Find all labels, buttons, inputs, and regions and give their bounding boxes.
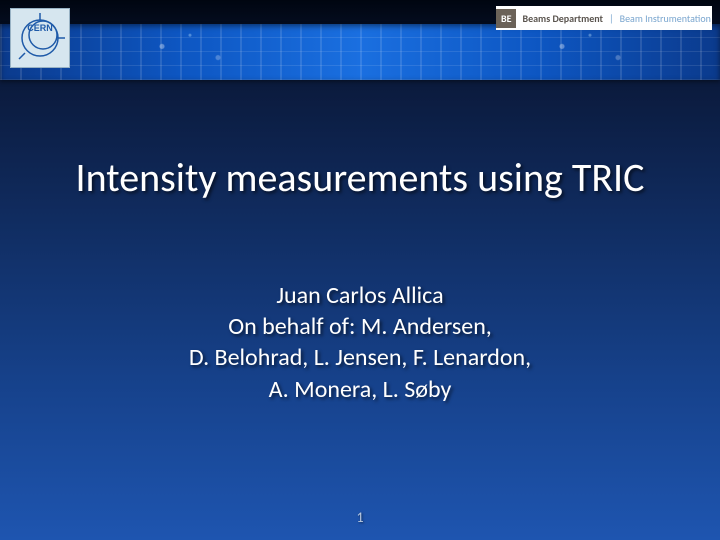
dept-separator: | <box>609 12 614 25</box>
author-presenter: Juan Carlos Allica <box>100 280 620 311</box>
page-number: 1 <box>0 509 720 526</box>
cern-logo: CERN <box>10 8 70 68</box>
cern-logo-text: CERN <box>27 23 53 33</box>
beams-dept-logo: BE Beams Department | Beam Instrumentati… <box>496 6 712 30</box>
author-line-2: On behalf of: M. Andersen, <box>100 311 620 342</box>
dept-sub-label: Beam Instrumentation <box>620 12 711 25</box>
header-banner <box>0 24 720 80</box>
slide-title: Intensity measurements using TRIC <box>0 154 720 202</box>
cern-rings-icon: CERN <box>15 13 65 63</box>
author-line-3: D. Belohrad, L. Jensen, F. Lenardon, <box>100 342 620 373</box>
be-badge: BE <box>496 9 516 28</box>
dept-label: Beams Department <box>522 12 603 25</box>
authors-block: Juan Carlos Allica On behalf of: M. Ande… <box>0 280 720 405</box>
author-line-4: A. Monera, L. Søby <box>100 374 620 405</box>
